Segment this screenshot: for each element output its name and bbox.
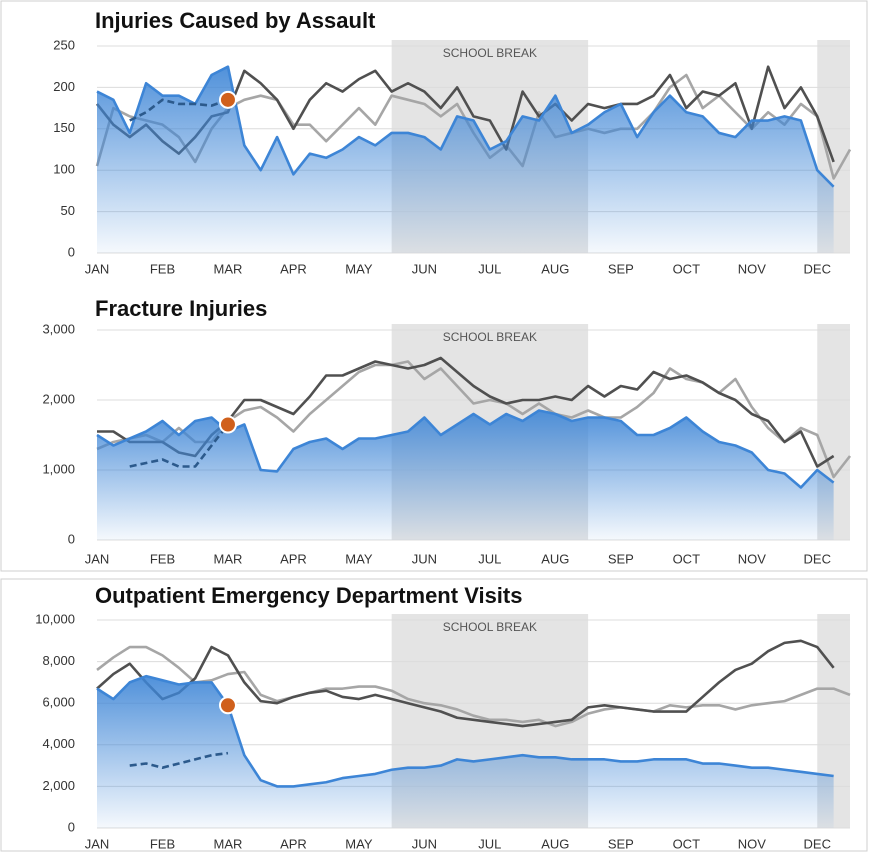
chart-title: Outpatient Emergency Department Visits [95, 583, 523, 608]
period-label: SCHOOL BREAK [443, 46, 537, 60]
series-area [97, 676, 834, 828]
chart-title: Injuries Caused by Assault [95, 8, 376, 33]
series-area [97, 410, 834, 540]
x-tick-label: MAR [214, 551, 243, 566]
x-tick-label: MAY [345, 261, 373, 276]
series-line [129, 98, 229, 122]
panel-frame [0, 578, 868, 852]
x-tick-label: AUG [541, 551, 569, 566]
x-tick-label: JUL [478, 836, 501, 851]
x-tick-label: SEP [608, 836, 634, 851]
x-tick-label: MAR [214, 836, 243, 851]
y-tick-label: 1,000 [42, 461, 75, 476]
x-tick-label: NOV [738, 551, 767, 566]
x-tick-label: OCT [673, 836, 701, 851]
x-tick-label: SEP [608, 551, 634, 566]
x-tick-label: JUN [412, 551, 437, 566]
chart-title: Fracture Injuries [95, 296, 267, 321]
highlight-point [218, 696, 237, 715]
x-tick-label: JUN [412, 836, 437, 851]
panel-frame [0, 0, 868, 572]
y-tick-label: 8,000 [42, 653, 75, 668]
y-tick-label: 0 [68, 244, 75, 259]
highlight-point [218, 90, 237, 109]
highlight-point [218, 415, 237, 434]
series-line [129, 751, 229, 769]
x-tick-label: APR [280, 551, 307, 566]
x-tick-label: FEB [150, 261, 175, 276]
x-tick-label: AUG [541, 836, 569, 851]
y-tick-label: 2,000 [42, 778, 75, 793]
x-tick-label: DEC [804, 261, 831, 276]
x-tick-label: FEB [150, 836, 175, 851]
y-tick-label: 0 [68, 531, 75, 546]
y-tick-label: 50 [61, 203, 75, 218]
series-area [97, 66, 834, 253]
y-tick-label: 100 [53, 162, 75, 177]
x-tick-label: APR [280, 261, 307, 276]
y-tick-label: 3,000 [42, 321, 75, 336]
series-line [96, 639, 835, 728]
x-tick-label: JUL [478, 551, 501, 566]
y-tick-label: 0 [68, 819, 75, 834]
x-tick-label: SEP [608, 261, 634, 276]
x-tick-label: JUL [478, 261, 501, 276]
series-line [96, 645, 851, 728]
y-tick-label: 2,000 [42, 391, 75, 406]
x-tick-label: MAY [345, 836, 373, 851]
series-line [96, 65, 835, 188]
x-tick-label: NOV [738, 261, 767, 276]
x-tick-label: DEC [804, 836, 831, 851]
x-tick-label: JAN [85, 261, 110, 276]
x-tick-label: MAY [345, 551, 373, 566]
y-tick-label: 150 [53, 120, 75, 135]
x-tick-label: DEC [804, 551, 831, 566]
charts: Injuries Caused by Assault SCHOOL BREAK 0 5… [35, 8, 852, 851]
x-tick-label: JAN [85, 836, 110, 851]
x-tick-label: MAR [214, 261, 243, 276]
y-tick-label: 200 [53, 79, 75, 94]
y-tick-label: 4,000 [42, 736, 75, 751]
x-tick-label: APR [280, 836, 307, 851]
y-tick-label: 10,000 [35, 611, 75, 626]
series-line [129, 423, 229, 468]
x-tick-label: AUG [541, 261, 569, 276]
y-tick-label: 6,000 [42, 695, 75, 710]
period-label: SCHOOL BREAK [443, 330, 537, 344]
x-tick-label: NOV [738, 836, 767, 851]
x-tick-label: FEB [150, 551, 175, 566]
x-tick-label: OCT [673, 551, 701, 566]
x-tick-label: OCT [673, 261, 701, 276]
x-tick-label: JAN [85, 551, 110, 566]
y-tick-label: 250 [53, 37, 75, 52]
period-label: SCHOOL BREAK [443, 620, 537, 634]
series-line [96, 674, 834, 788]
x-tick-label: JUN [412, 261, 437, 276]
